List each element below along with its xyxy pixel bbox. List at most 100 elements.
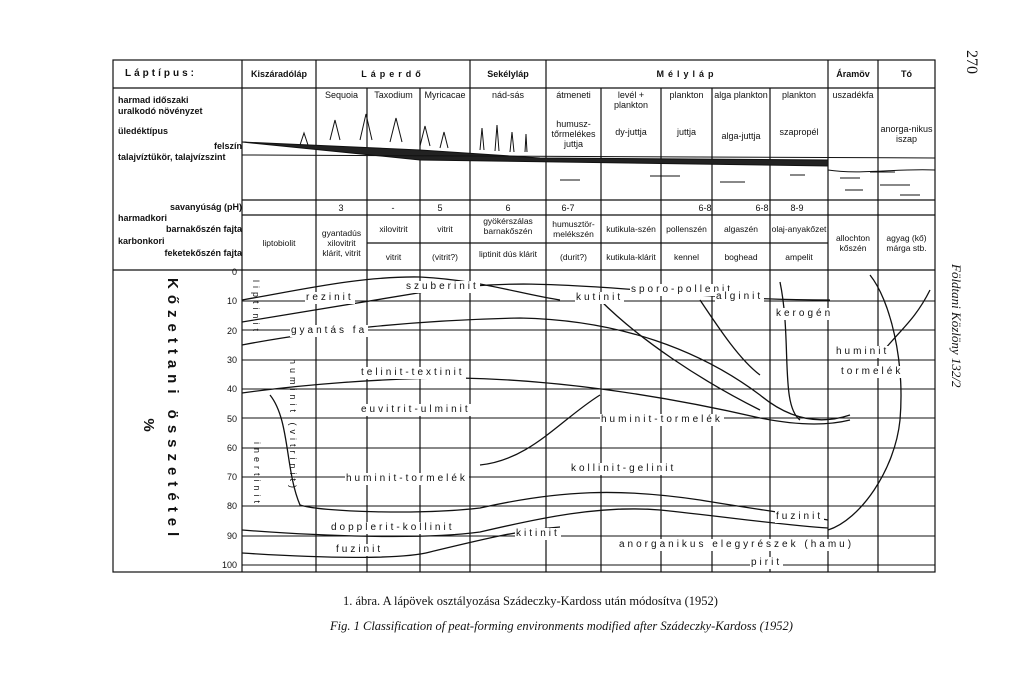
axis-tick-label: 40 (226, 384, 237, 395)
vegetation: alga plankton (714, 90, 768, 100)
ph-value: 6-8 (698, 202, 712, 213)
coal-type: vitrit (437, 224, 453, 234)
component-label: sporo-pollenit (630, 284, 735, 296)
component-label: fuzinit (775, 511, 825, 523)
sediment: alga-juttja (721, 131, 761, 141)
vegetation: plankton (669, 90, 704, 100)
ph-value: 6-7 (561, 202, 575, 213)
vegetation: uszadékfa (832, 90, 874, 100)
coal-type: gyantadús xilovitrit klárit, vitrit (321, 227, 362, 258)
column-header: Sekélyláp (487, 69, 529, 79)
coal-type: kutikula-szén (606, 224, 656, 234)
axis-tick-label: 60 (226, 442, 237, 453)
page-number: 270 (963, 50, 980, 74)
coal-type: liptinit dús klárit (478, 248, 538, 259)
component-label: huminit (835, 346, 891, 358)
component-label: anorganikus elegyrészek (hamu) (618, 539, 856, 551)
ph-value: 5 (437, 202, 443, 213)
coal-type: (vitrit?) (432, 251, 458, 262)
sediment: szapropél (779, 127, 819, 137)
coal-type: liptobiolit (262, 237, 296, 248)
coal-type: ampelit (785, 251, 813, 262)
coal-type: kennel (673, 251, 700, 262)
component-label: kitinit (515, 528, 561, 540)
component-label: alginit (715, 291, 765, 303)
coal-type: kutikula-klárit (606, 251, 656, 262)
sediment: anorga-nikus iszap (880, 124, 933, 144)
component-label: kutinit (575, 292, 625, 304)
axis-tick-label: 50 (226, 413, 237, 424)
row-label: karbonkori (118, 236, 165, 246)
coal-type: agyag (kő) márga stb. (886, 232, 927, 253)
header-label: Láptípus: (125, 68, 197, 79)
component-label: huminit (vitrinit) (288, 358, 298, 492)
row-label: talajvíztükör, talajvízszint (118, 152, 226, 162)
caption-english: Fig. 1 Classification of peat-forming en… (330, 619, 793, 633)
component-label: liptinit (251, 280, 261, 336)
journal-name: Földtani Közlöny 132/2 (949, 264, 964, 388)
coal-type: vitrit (385, 251, 402, 262)
component-label: huminit-tormelék (345, 473, 469, 485)
component-label: kollinit-gelinit (570, 463, 678, 475)
coal-type: allochton kőszén (835, 232, 871, 253)
sediment: humusz-tőrmelékes juttja (551, 119, 596, 149)
component-label: dopplerit-kollinit (330, 522, 456, 534)
vegetation: nád-sás (491, 90, 525, 100)
axis-tick-label: 100 (221, 560, 237, 570)
row-label: harmadkori (118, 213, 168, 223)
ph-value: 6-8 (755, 202, 769, 213)
axis-tick-label: 90 (226, 530, 237, 541)
coal-type: gyökérszálas barnakőszén (483, 216, 533, 236)
row-label: harmad időszaki (118, 95, 189, 105)
component-label: pirit (750, 557, 784, 569)
axis-unit: % (140, 418, 157, 432)
ph-value: 6 (505, 202, 511, 213)
component-label: rezinit (305, 292, 355, 304)
row-label: felszín (213, 141, 242, 151)
component-label: tormelék (840, 366, 905, 378)
coal-type: boghead (724, 251, 758, 262)
coal-type: olaj-anyakőzet (771, 224, 827, 234)
coal-type: humusztör-melékszén (552, 219, 595, 239)
row-label: üledéktípus (118, 126, 169, 136)
coal-type: algaszén (723, 224, 759, 234)
axis-tick-label: 30 (226, 354, 237, 365)
axis-tick-label: 70 (226, 472, 237, 483)
row-label: savanyúság (pH) (169, 202, 242, 212)
component-label: kerogén (775, 308, 835, 320)
vegetation: plankton (781, 90, 817, 100)
column-header: Láperdő (361, 69, 425, 79)
row-label: uralkodó növényzet (118, 106, 203, 116)
axis-tick-label: 10 (226, 296, 237, 307)
column-header: Kiszáradóláp (250, 69, 308, 79)
ph-value: 3 (338, 202, 344, 213)
axis-title: Kőzettani összetétel (164, 277, 181, 543)
component-label: fuzinit (335, 544, 385, 556)
vegetation: Taxodium (374, 90, 413, 100)
landscape (241, 113, 936, 196)
column-header: Áramöv (836, 69, 870, 79)
axis-tick-label: 0 (231, 267, 237, 277)
vegetation: átmeneti (556, 90, 591, 100)
coal-type: xilovitrit (379, 224, 408, 234)
ph-value: - (391, 202, 395, 213)
ph-value: 8-9 (790, 202, 804, 213)
caption-hungarian: 1. ábra. A lápövek osztályozása Szádeczk… (343, 594, 718, 608)
component-label: huminit-tormelék (600, 414, 724, 426)
column-header: Mélyláp (656, 69, 718, 79)
sediment: dy-juttja (615, 127, 647, 137)
component-label: euvitrit-ulminit (360, 404, 472, 416)
component-label: inertinit (252, 442, 262, 508)
component-label: gyantás fa (290, 325, 369, 337)
vegetation: Myricacae (424, 90, 466, 100)
vegetation: levél + plankton (613, 90, 649, 110)
component-label: szuberinit (405, 281, 480, 293)
axis-tick-label: 20 (226, 325, 237, 336)
axis-tick-label: 80 (226, 501, 237, 512)
coal-type: pollenszén (666, 224, 707, 234)
column-header: Tó (901, 69, 912, 79)
row-label: barnakőszén fajta (165, 224, 242, 234)
row-label: feketekőszén fajta (164, 248, 242, 258)
